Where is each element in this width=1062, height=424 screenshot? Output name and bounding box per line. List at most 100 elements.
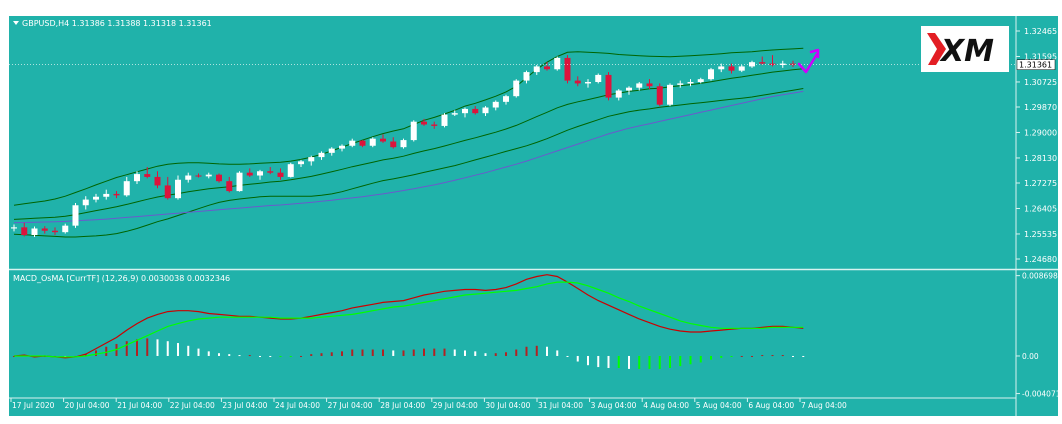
candle xyxy=(82,196,89,210)
candle-body xyxy=(308,157,315,162)
xm-logo: XM xyxy=(921,26,1009,72)
forecast-arrow-icon xyxy=(797,48,820,74)
time-tick-label: 20 Jul 04:00 xyxy=(65,401,110,410)
candle-body xyxy=(41,228,48,231)
candle xyxy=(390,137,397,149)
time-tick-label: 31 Jul 04:00 xyxy=(538,401,583,410)
osma-bar xyxy=(525,346,528,356)
osma-bar xyxy=(453,349,456,356)
candle-body xyxy=(154,176,161,186)
candle-body xyxy=(72,205,79,226)
macd-panel-header: MACD_OsMA [CurrTF] (12,26,9) 0.0030038 0… xyxy=(13,274,230,283)
candle xyxy=(462,107,468,118)
price-axis-labels: 1.32465 1.31595 1.30725 1.29870 1.29000 1.281… xyxy=(1016,27,1057,264)
candle xyxy=(677,80,684,88)
candle xyxy=(41,226,48,234)
candle xyxy=(759,56,766,66)
candle-body xyxy=(749,62,755,67)
chart-background xyxy=(9,16,1058,416)
candle-body xyxy=(400,140,407,148)
candle xyxy=(400,138,407,149)
candle-body xyxy=(554,57,561,70)
candle-body xyxy=(339,145,345,149)
osma-bar xyxy=(628,355,630,369)
candle xyxy=(339,144,345,152)
macd-tick-label: -0.004071 xyxy=(1022,390,1061,399)
candle xyxy=(236,171,243,192)
time-tick-label: 6 Aug 04:00 xyxy=(748,401,794,410)
candle xyxy=(615,89,622,101)
price-tick-label: 1.32465 xyxy=(1024,27,1057,36)
candle xyxy=(738,65,745,73)
osma-bar xyxy=(371,349,374,356)
candle xyxy=(544,62,550,71)
time-tick-label: 23 Jul 04:00 xyxy=(222,401,267,410)
candle xyxy=(554,56,561,71)
candle xyxy=(472,106,479,115)
candle xyxy=(482,106,489,117)
osma-bar xyxy=(412,349,415,356)
candle-body xyxy=(318,152,325,158)
candle-body xyxy=(574,80,581,84)
candle xyxy=(564,55,571,84)
candle xyxy=(31,226,38,237)
candle-body xyxy=(441,114,448,126)
osma-bar xyxy=(535,345,538,356)
osma-bar xyxy=(136,339,138,356)
time-tick-label: 5 Aug 04:00 xyxy=(696,401,742,410)
osma-bar xyxy=(259,355,261,357)
osma-bar xyxy=(546,346,548,356)
candle xyxy=(574,76,581,87)
candle xyxy=(62,223,69,234)
candle-body xyxy=(615,90,622,98)
osma-bar xyxy=(300,355,302,357)
bollinger-lower-line xyxy=(13,88,804,238)
candle-body xyxy=(328,148,335,153)
candle-body xyxy=(11,227,17,229)
macd-axis-labels: 0.008698 0.00 -0.004071 xyxy=(1016,272,1061,399)
candle xyxy=(134,171,140,185)
candle xyxy=(216,173,222,183)
price-panel[interactable]: GBPUSD,H4 1.31386 1.31388 1.31318 1.3136… xyxy=(9,19,1016,238)
osma-bar xyxy=(310,354,313,356)
candle-body xyxy=(564,57,571,81)
candle-body xyxy=(421,121,427,125)
candle-body xyxy=(585,82,591,84)
osma-bar xyxy=(720,355,723,358)
osma-bar xyxy=(330,352,333,356)
moving-average-line xyxy=(13,90,804,224)
candle xyxy=(492,100,499,111)
osma-bar xyxy=(146,338,149,356)
candle xyxy=(646,79,653,90)
candle-body xyxy=(185,175,192,180)
candle xyxy=(431,121,438,129)
candle-body xyxy=(31,228,38,236)
osma-bar xyxy=(105,346,108,356)
osma-bar xyxy=(84,354,87,356)
candle-body xyxy=(708,69,714,80)
candle-body xyxy=(369,138,376,146)
time-tick-label: 27 Jul 04:00 xyxy=(328,401,373,410)
candle xyxy=(277,168,284,180)
price-tick-label: 1.28130 xyxy=(1024,154,1057,163)
osma-bar xyxy=(125,341,128,356)
candle xyxy=(123,176,130,197)
candle xyxy=(595,73,602,84)
candle xyxy=(626,86,632,95)
candle xyxy=(441,113,448,128)
candle xyxy=(175,175,181,200)
osma-bar xyxy=(238,355,241,357)
candle-body xyxy=(656,86,663,105)
osma-bar xyxy=(556,350,559,356)
time-tick-label: 21 Jul 04:00 xyxy=(117,401,162,410)
candle-body xyxy=(21,227,28,236)
candle-body xyxy=(462,108,468,114)
osma-bar xyxy=(177,343,179,356)
osma-bar xyxy=(269,355,272,357)
candle xyxy=(421,118,427,126)
triangle-down-icon[interactable] xyxy=(13,21,19,25)
osma-bar xyxy=(597,355,600,368)
osma-bar xyxy=(638,355,641,369)
candle-body xyxy=(226,181,233,192)
macd-panel[interactable]: MACD_OsMA [CurrTF] (12,26,9) 0.0030038 0… xyxy=(13,274,805,369)
